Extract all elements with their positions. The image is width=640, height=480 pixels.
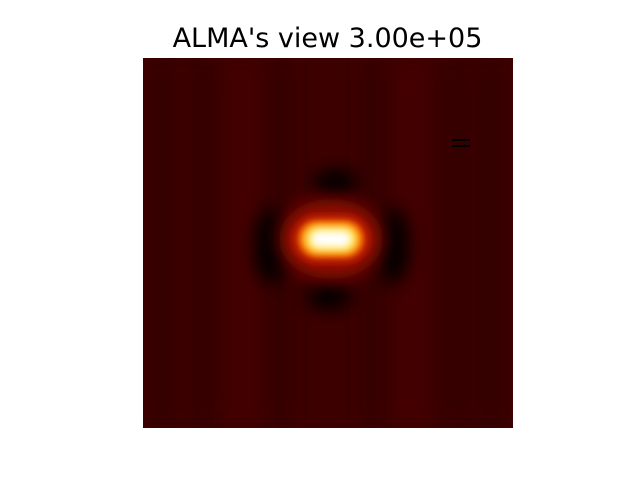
bright-core	[279, 199, 383, 279]
dark-ring	[255, 169, 409, 310]
alma-image	[143, 58, 513, 428]
ripple-stripes	[155, 58, 499, 428]
figure-title: ALMA's view 3.00e+05	[172, 23, 483, 54]
equals-mark	[452, 139, 470, 147]
image-panel	[143, 58, 513, 428]
